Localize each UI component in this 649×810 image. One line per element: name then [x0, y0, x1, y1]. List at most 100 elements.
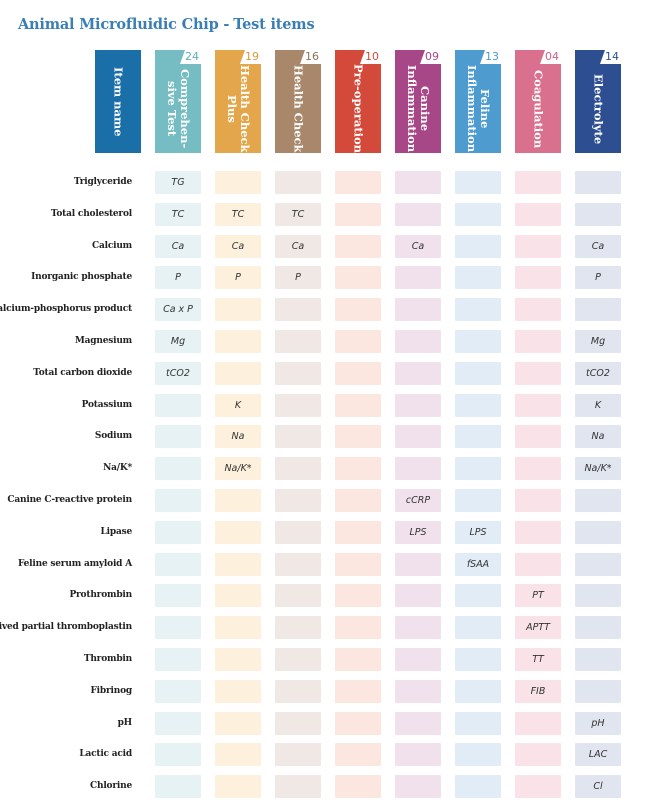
- empty-cell: [155, 425, 201, 449]
- empty-cell: [575, 616, 621, 640]
- test-item-cell: TT: [515, 648, 561, 671]
- empty-cell: [575, 679, 621, 703]
- row-label: Actived partial thromboplastin: [0, 622, 132, 633]
- empty-cell: [215, 552, 261, 576]
- empty-cell: [395, 679, 441, 703]
- test-item-cell: TC: [215, 202, 261, 226]
- empty-cell: [455, 489, 501, 512]
- test-item-cell: Mg: [575, 330, 621, 353]
- empty-cell: [455, 743, 501, 767]
- empty-cell: [275, 520, 321, 544]
- empty-cell: [155, 679, 201, 703]
- empty-cell: [455, 711, 501, 735]
- row-label: Calcium-phosphorus product: [0, 304, 132, 315]
- empty-cell: [275, 616, 321, 640]
- row-label: Total cholesterol: [50, 208, 132, 219]
- test-item-cell: Na/K*: [215, 457, 261, 481]
- empty-cell: [155, 743, 201, 767]
- empty-cell: [275, 171, 321, 194]
- empty-cell: [575, 171, 621, 194]
- column-count-badge: 16: [300, 50, 321, 64]
- row-label: Inorganic phosphate: [31, 272, 132, 283]
- empty-cell: [455, 457, 501, 481]
- column-header: 10 Pre-operation: [335, 50, 381, 153]
- column-header: 19 Health Check Plus: [215, 50, 261, 153]
- test-item-cell: Na/K*: [575, 457, 621, 481]
- test-item-cell: Na: [215, 425, 261, 449]
- empty-cell: [275, 489, 321, 512]
- column-header-label: Item name: [111, 66, 126, 137]
- empty-cell: [395, 425, 441, 449]
- empty-cell: [215, 648, 261, 671]
- empty-cell: [155, 711, 201, 735]
- empty-cell: [395, 171, 441, 194]
- empty-cell: [215, 361, 261, 385]
- empty-cell: [515, 711, 561, 735]
- test-item-cell: tCO2: [575, 361, 621, 385]
- empty-cell: [395, 775, 441, 799]
- empty-cell: [215, 330, 261, 353]
- empty-cell: [575, 489, 621, 512]
- row-label: Magnesium: [74, 336, 132, 346]
- empty-cell: [395, 584, 441, 608]
- empty-cell: [335, 234, 381, 258]
- row-label: Lipase: [100, 526, 133, 537]
- test-item-cell: TC: [155, 202, 201, 226]
- row-label: Chlorine: [90, 781, 132, 792]
- empty-cell: [455, 775, 501, 799]
- row-label: Calcium: [92, 240, 132, 251]
- test-item-cell: Cl: [575, 775, 621, 799]
- empty-cell: [575, 202, 621, 226]
- empty-cell: [515, 298, 561, 322]
- test-item-cell: Ca: [575, 234, 621, 258]
- row-label: Total carbon dioxide: [33, 367, 132, 378]
- test-item-cell: fSAA: [455, 552, 501, 576]
- empty-cell: [155, 648, 201, 671]
- row-label: Lactic acid: [79, 749, 132, 760]
- empty-cell: [575, 552, 621, 576]
- row-label: Thrombin: [83, 654, 132, 664]
- test-item-cell: LAC: [575, 743, 621, 767]
- column-count-badge: 04: [540, 50, 561, 64]
- empty-cell: [155, 775, 201, 799]
- empty-cell: [275, 775, 321, 799]
- empty-cell: [335, 648, 381, 671]
- column-count-badge: 10: [360, 50, 381, 64]
- test-item-cell: P: [575, 266, 621, 290]
- test-item-cell: Ca: [275, 234, 321, 258]
- title-part-2: Test items: [233, 16, 315, 33]
- column-header: 09 Canine Inflammation: [395, 50, 441, 153]
- column-count-badge: 19: [240, 50, 261, 64]
- empty-cell: [455, 393, 501, 417]
- empty-cell: [275, 298, 321, 322]
- empty-cell: [275, 679, 321, 703]
- empty-cell: [395, 330, 441, 353]
- empty-cell: [215, 520, 261, 544]
- empty-cell: [515, 266, 561, 290]
- empty-cell: [335, 266, 381, 290]
- empty-cell: [215, 298, 261, 322]
- column-count-badge: 09: [420, 50, 441, 64]
- empty-cell: [335, 330, 381, 353]
- row-label: Potassium: [81, 399, 133, 410]
- header-item-name: Item name: [95, 50, 141, 153]
- empty-cell: [155, 393, 201, 417]
- empty-cell: [155, 584, 201, 608]
- empty-cell: [575, 298, 621, 322]
- empty-cell: [515, 520, 561, 544]
- empty-cell: [455, 616, 501, 640]
- empty-cell: [515, 552, 561, 576]
- empty-cell: [515, 775, 561, 799]
- empty-cell: [335, 393, 381, 417]
- empty-cell: [335, 711, 381, 735]
- empty-cell: [395, 457, 441, 481]
- empty-cell: [215, 584, 261, 608]
- empty-cell: [215, 489, 261, 512]
- empty-cell: [275, 425, 321, 449]
- empty-cell: [455, 330, 501, 353]
- empty-cell: [395, 711, 441, 735]
- test-item-cell: LPS: [395, 520, 441, 544]
- empty-cell: [335, 584, 381, 608]
- empty-cell: [455, 679, 501, 703]
- empty-cell: [335, 520, 381, 544]
